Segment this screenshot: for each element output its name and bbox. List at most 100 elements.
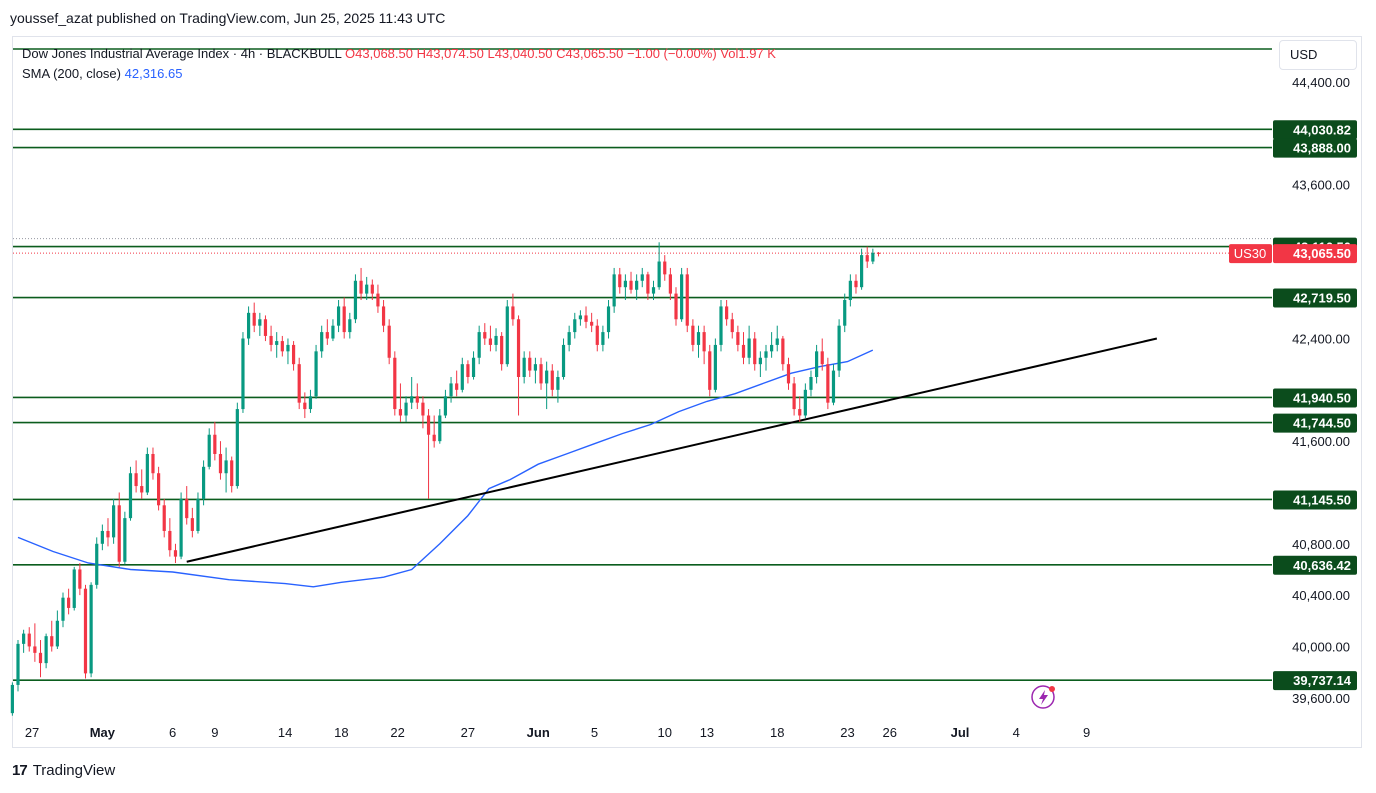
candle (635, 274, 638, 300)
candle (466, 360, 469, 383)
candle-body (877, 253, 880, 254)
candle (56, 611, 59, 649)
level-price-tag: 44,030.82 (1273, 120, 1357, 139)
candle-body (78, 569, 81, 588)
candle-body (793, 383, 796, 409)
candle-body (461, 364, 464, 390)
candle (725, 300, 728, 326)
candle (421, 396, 424, 428)
candle (624, 274, 627, 300)
candle-body (832, 371, 835, 403)
candle-body (50, 636, 53, 646)
x-tick-label: Jun (527, 725, 550, 740)
trendline-layer (187, 339, 1157, 562)
candle-body (860, 255, 863, 287)
candle-body (247, 313, 250, 339)
candle-body (866, 255, 869, 261)
candle-body (365, 285, 368, 294)
x-tick-label: 26 (882, 725, 896, 740)
legend-sma-label[interactable]: SMA (200, close) (22, 66, 121, 81)
candle (101, 525, 104, 551)
candle (292, 341, 295, 371)
candle (629, 272, 632, 294)
candle (73, 567, 76, 611)
candle (748, 326, 751, 364)
footer-brand[interactable]: TradingView (33, 762, 116, 779)
candle (16, 640, 19, 691)
x-tick-label: May (90, 725, 116, 740)
candle-body (399, 409, 402, 415)
candle-body (191, 518, 194, 531)
candle-body (506, 306, 509, 364)
candle-body (871, 253, 874, 262)
candle (534, 358, 537, 384)
tradingview-logo-icon[interactable]: 17 (12, 762, 27, 779)
candle-body (551, 371, 554, 390)
candle (489, 326, 492, 352)
candle (45, 634, 48, 669)
candle (191, 508, 194, 538)
y-tick-label: 39,600.00 (1292, 691, 1350, 706)
candle-body (500, 336, 503, 364)
y-tick-label: 40,800.00 (1292, 537, 1350, 552)
candle-body (646, 274, 649, 293)
candle-body (196, 499, 199, 531)
candle-body (326, 332, 329, 338)
legend-symbol[interactable]: Dow Jones Industrial Average Index · 4h … (22, 46, 341, 61)
candle (174, 544, 177, 563)
candle-body (354, 281, 357, 319)
candle (590, 313, 593, 332)
level-tag-label: 43,888.00 (1293, 141, 1351, 156)
time-axis: 27 May 6 9 14 18 22 27 Jun 5 10 13 18 23 26 Jul 4 9 (25, 725, 1090, 740)
candle-body (781, 339, 784, 365)
alert-icon[interactable] (1032, 686, 1055, 708)
candle (832, 364, 835, 405)
candle-body (748, 339, 751, 358)
candle (179, 492, 182, 559)
candle-body (680, 274, 683, 319)
candle-body (22, 634, 25, 644)
candle-body (11, 685, 14, 713)
candle (798, 396, 801, 422)
candle-body (393, 358, 396, 409)
candle (309, 390, 312, 413)
candle-body (686, 274, 689, 325)
candle-body (309, 396, 312, 409)
candle (663, 255, 666, 281)
candle-body (584, 315, 587, 321)
candle-body (523, 358, 526, 377)
candle-body (348, 319, 351, 332)
candle (326, 319, 329, 345)
candle (511, 294, 514, 326)
candle-body (854, 281, 857, 287)
candle (275, 332, 278, 358)
candle (230, 457, 233, 493)
candle-body (714, 345, 717, 390)
candle-body (174, 550, 177, 556)
candle-body (224, 460, 227, 473)
candle-body (16, 644, 19, 685)
x-tick-label: 13 (700, 725, 714, 740)
candle (388, 319, 391, 364)
horizontal-levels (13, 49, 1272, 680)
level-tag-label: 41,744.50 (1293, 416, 1351, 431)
level-tag-label: 41,145.50 (1293, 492, 1351, 507)
candle-body (281, 341, 284, 351)
candle (258, 313, 261, 336)
candle-body (298, 364, 301, 402)
candle-body (179, 499, 182, 557)
y-tick-label: 40,400.00 (1292, 588, 1350, 603)
candle-body (809, 377, 812, 390)
candle-body (483, 332, 486, 338)
candle-body (337, 306, 340, 325)
candle (185, 486, 188, 524)
x-tick-label: Jul (951, 725, 970, 740)
candle-body (286, 345, 289, 351)
candle-body (742, 345, 745, 358)
currency-button[interactable]: USD (1279, 40, 1357, 70)
candle-body (674, 294, 677, 320)
legend-close: C43,065.50 (556, 46, 623, 61)
candle (455, 371, 458, 397)
candle (146, 448, 149, 495)
